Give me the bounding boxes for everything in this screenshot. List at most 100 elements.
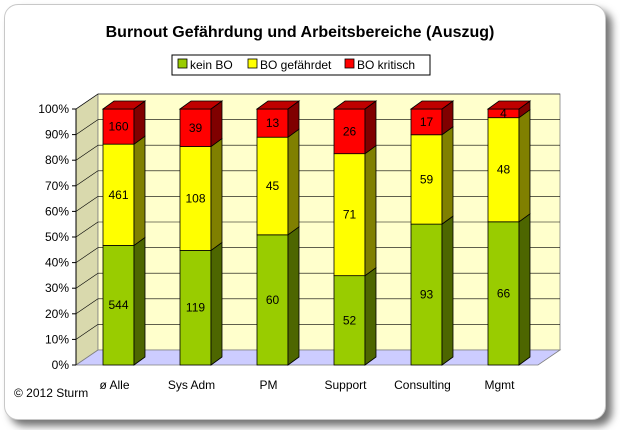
bar-segment (333, 153, 366, 277)
floor (74, 349, 562, 366)
bar-segment-side (133, 135, 146, 247)
data-label: 4 (500, 106, 507, 120)
bar-top (409, 100, 455, 110)
bar-segment (487, 117, 520, 223)
bar-segment (179, 250, 212, 366)
bar-stack: 93 59 17 (409, 100, 455, 366)
bar-segment (333, 275, 366, 366)
x-tick-label: PM (260, 378, 278, 392)
data-label: 26 (343, 124, 357, 138)
bar-segment (256, 108, 289, 138)
bar-segment-side (287, 226, 300, 366)
x-axis: ø Alle Sys Adm PM Support Consulting Mgmt (99, 378, 515, 392)
bar-stack: 60 45 13 (255, 100, 301, 366)
plot-background (74, 93, 562, 366)
y-tick-label: 30% (45, 281, 69, 295)
bar-stack: 544 461 160 (101, 100, 147, 366)
legend-swatch-bo-kritisch (344, 58, 355, 69)
y-tick-label: 100% (38, 102, 69, 116)
data-label: 59 (420, 172, 434, 186)
y-tick-label: 60% (45, 204, 69, 218)
gridline-side (75, 196, 99, 212)
bar-segment-side (364, 266, 377, 366)
data-label: 17 (420, 115, 434, 129)
copyright-text: © 2012 Sturm (14, 386, 88, 400)
bar-segment-side (133, 236, 146, 366)
data-label: 52 (343, 313, 357, 327)
gridline-side (75, 221, 99, 238)
y-tick-label: 20% (45, 307, 69, 321)
data-label: 93 (420, 288, 434, 302)
gridline-side (75, 170, 99, 187)
y-tick-label: 10% (45, 332, 69, 346)
data-label: 39 (189, 121, 203, 135)
y-tick-label: 50% (45, 230, 69, 244)
bar-segment-side (287, 128, 300, 236)
gridline-side (75, 324, 99, 340)
x-tick-label: ø Alle (99, 378, 129, 392)
y-tick-label: 80% (45, 153, 69, 167)
legend-box (171, 54, 431, 76)
legend-label-kein-bo: kein BO (190, 58, 233, 72)
bar-segment-side (441, 215, 454, 366)
legend-label-bo-kritisch: BO kritisch (357, 58, 415, 72)
bar-segment (179, 108, 212, 147)
bar-segment (487, 221, 520, 366)
data-label: 544 (108, 298, 128, 312)
data-label: 60 (266, 293, 280, 307)
y-tick-label: 90% (45, 128, 69, 142)
bar-stack: 66 48 4 (486, 100, 532, 366)
bar-segment (333, 108, 366, 155)
gridline-side (75, 93, 99, 110)
gridline-side (75, 272, 99, 289)
bar-top (255, 100, 301, 110)
data-label: 66 (497, 286, 511, 300)
legend-swatch-bo-gefaehrdet (247, 58, 258, 69)
data-label: 45 (266, 179, 280, 193)
y-tick-label: 70% (45, 179, 69, 193)
legend-label-bo-gefaehrdet: BO gefährdet (260, 58, 332, 72)
data-label: 71 (343, 208, 357, 222)
bar-segment (256, 136, 289, 236)
bars: 544 461 160 119 108 39 60 45 13 52 71 26 93 59 17 66 48 4 (101, 100, 532, 366)
chart-title: Burnout Gefährdung und Arbeitsbereiche (… (106, 24, 495, 41)
bar-segment (102, 143, 135, 246)
x-tick-label: Mgmt (485, 378, 516, 392)
data-label: 160 (108, 120, 128, 134)
bar-top (178, 100, 224, 110)
bar-segment (102, 245, 135, 366)
bar-stack: 119 108 39 (178, 100, 224, 366)
data-label: 13 (266, 116, 280, 130)
x-tick-label: Sys Adm (168, 378, 215, 392)
bar-segment-side (364, 100, 377, 155)
bar-segment-side (441, 125, 454, 225)
bar-segment-side (518, 108, 531, 223)
data-label: 108 (185, 192, 205, 206)
data-label: 461 (108, 188, 128, 202)
bar-segment-side (518, 213, 531, 366)
y-tick-label: 40% (45, 256, 69, 270)
legend-swatch-kein-bo (177, 58, 188, 69)
data-label: 48 (497, 163, 511, 177)
gridline-side (75, 144, 99, 161)
bar-segment-side (210, 137, 223, 252)
bar-top (101, 100, 147, 110)
bar-top (486, 100, 532, 110)
gridline-side (75, 298, 99, 315)
bar-stack: 52 71 26 (332, 100, 378, 366)
gridline-side (75, 247, 99, 263)
bar-segment (410, 134, 443, 225)
bar-segment (102, 108, 135, 145)
x-tick-label: Support (324, 378, 367, 392)
x-tick-label: Consulting (394, 378, 451, 392)
gridline-side (75, 119, 99, 135)
y-axis: 0% 10% 20% 30% 40% 50% 60% 70% 80% 90% 100% (38, 102, 77, 372)
bar-top (332, 100, 378, 110)
bar-segment-side (364, 144, 377, 277)
data-label: 119 (186, 301, 205, 315)
bar-segment-side (210, 241, 223, 366)
bar-segment (256, 234, 289, 366)
legend: kein BO BO gefährdet BO kritisch (171, 54, 431, 76)
y-tick-label: 0% (52, 358, 70, 372)
